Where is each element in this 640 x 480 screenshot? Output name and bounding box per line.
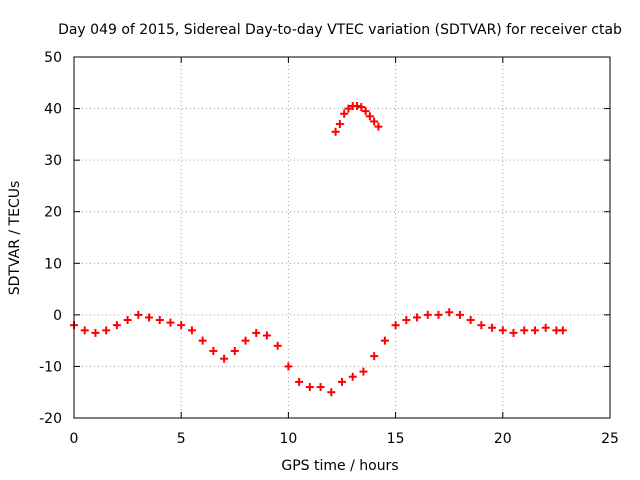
x-tick-label: 10 — [279, 431, 297, 447]
data-point — [166, 318, 175, 327]
data-point — [530, 326, 539, 335]
data-point — [353, 101, 362, 110]
y-tick-label: -20 — [39, 411, 62, 427]
data-point — [402, 316, 411, 325]
data-point — [155, 316, 164, 325]
data-point — [177, 321, 186, 330]
data-point — [284, 362, 293, 371]
data-point — [509, 328, 518, 337]
data-point — [102, 326, 111, 335]
x-tick-label: 0 — [70, 431, 79, 447]
data-point — [340, 109, 349, 118]
data-point — [91, 328, 100, 337]
data-point — [252, 328, 261, 337]
data-point — [466, 316, 475, 325]
data-point — [338, 377, 346, 386]
y-tick-label: -10 — [39, 359, 62, 375]
data-points — [70, 101, 567, 397]
y-tick-label: 20 — [44, 205, 62, 221]
y-tick-label: 30 — [44, 153, 62, 169]
data-point — [209, 346, 218, 355]
data-point — [230, 346, 239, 355]
data-point — [423, 310, 432, 319]
y-tick-label: 10 — [44, 256, 62, 272]
x-tick-label: 25 — [601, 431, 619, 447]
tick-labels: 0 5 10 15 20 25 -20 -10 0 10 20 30 40 50 — [39, 50, 619, 447]
y-tick-label: 0 — [53, 308, 62, 324]
data-point — [357, 103, 366, 112]
data-point — [112, 321, 121, 330]
plot-frame — [73, 56, 611, 419]
data-point — [316, 383, 325, 392]
data-point — [327, 388, 336, 397]
data-point — [348, 372, 357, 381]
data-point — [80, 326, 89, 335]
grid — [74, 57, 610, 418]
y-axis-label: SDTVAR / TECUs — [7, 181, 23, 296]
data-point — [134, 310, 143, 319]
data-point — [361, 107, 370, 116]
x-tick-label: 15 — [387, 431, 405, 447]
y-tick-label: 50 — [44, 50, 62, 66]
data-point — [335, 120, 344, 129]
x-tick-label: 5 — [177, 431, 186, 447]
data-point — [344, 104, 353, 113]
data-point — [498, 326, 507, 335]
data-point — [145, 313, 154, 322]
axis-ticks — [73, 56, 611, 419]
data-point — [331, 127, 340, 136]
data-point — [413, 313, 422, 322]
data-point — [241, 336, 250, 345]
data-point — [262, 331, 271, 340]
data-point — [541, 323, 550, 332]
data-point — [488, 323, 497, 332]
data-point — [273, 341, 282, 350]
data-point — [455, 310, 464, 319]
data-point — [365, 112, 374, 121]
data-point — [370, 117, 379, 126]
data-point — [520, 326, 529, 335]
data-point — [434, 310, 443, 319]
series-sdtvar-upper-arc — [331, 101, 383, 136]
data-point — [380, 336, 389, 345]
x-tick-label: 20 — [494, 431, 512, 447]
data-point — [198, 336, 207, 345]
data-point — [374, 122, 383, 131]
data-point — [445, 308, 454, 317]
data-point — [370, 352, 379, 361]
chart-title: Day 049 of 2015, Sidereal Day-to-day VTE… — [58, 22, 622, 38]
data-point — [359, 367, 368, 376]
data-point — [305, 383, 314, 392]
y-tick-label: 40 — [44, 102, 62, 118]
data-point — [391, 321, 400, 330]
data-point — [558, 326, 567, 335]
data-point — [477, 321, 486, 330]
data-point — [220, 354, 229, 363]
x-axis-label: GPS time / hours — [281, 458, 398, 474]
data-point — [123, 316, 132, 325]
series-sdtvar-main — [70, 308, 567, 397]
data-point — [295, 377, 304, 386]
data-point — [187, 326, 196, 335]
